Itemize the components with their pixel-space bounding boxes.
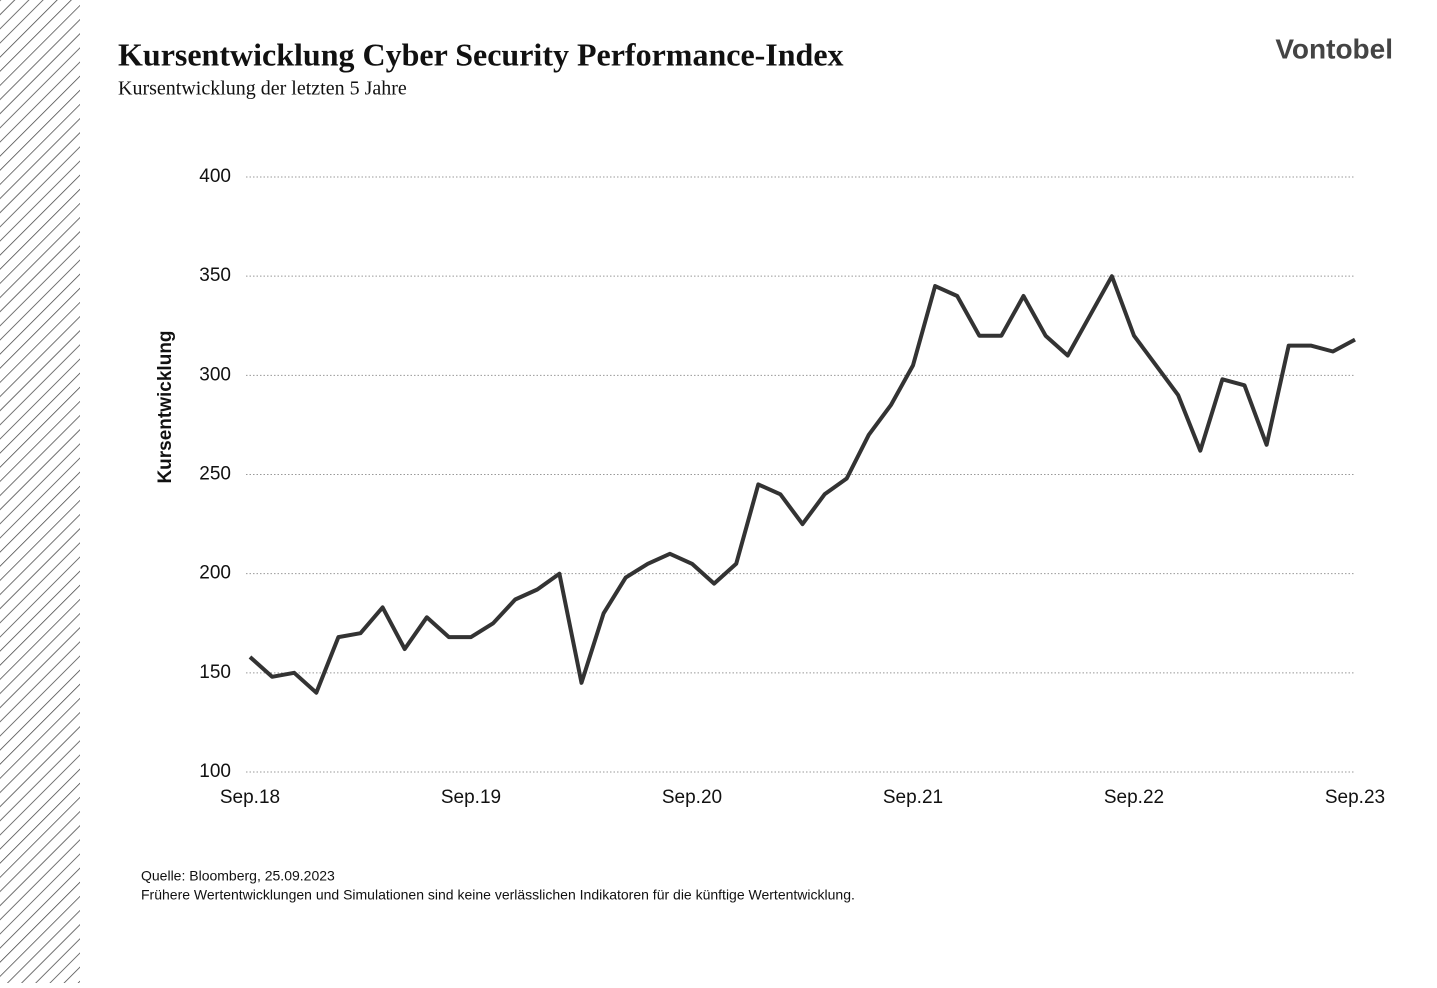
y-tick-label: 250 — [199, 464, 231, 485]
y-tick-label: 400 — [199, 166, 231, 187]
source-note: Quelle: Bloomberg, 25.09.2023 — [141, 868, 335, 884]
disclaimer: Frühere Wertentwicklungen und Simulation… — [141, 887, 855, 903]
data-line — [248, 274, 1356, 695]
x-tick-label: Sep.21 — [883, 787, 943, 808]
x-tick-label: Sep.22 — [1104, 787, 1164, 808]
y-tick-label: 300 — [199, 364, 231, 385]
y-axis-label: Kursentwicklung — [155, 330, 176, 483]
x-tick-label: Sep.23 — [1325, 787, 1385, 808]
y-tick-label: 350 — [199, 265, 231, 286]
x-tick-label: Sep.18 — [220, 787, 280, 808]
chart-subtitle: Kursentwicklung der letzten 5 Jahre — [118, 78, 407, 100]
hatched-band — [0, 0, 80, 983]
y-tick-label: 200 — [199, 563, 231, 584]
y-tick-label: 150 — [199, 662, 231, 683]
chart-title: Kursentwicklung Cyber Security Performan… — [118, 36, 844, 72]
y-tick-label: 100 — [199, 761, 231, 782]
x-tick-label: Sep.20 — [662, 787, 722, 808]
logo: Vontobel — [1275, 33, 1393, 64]
x-tick-label: Sep.19 — [441, 787, 501, 808]
